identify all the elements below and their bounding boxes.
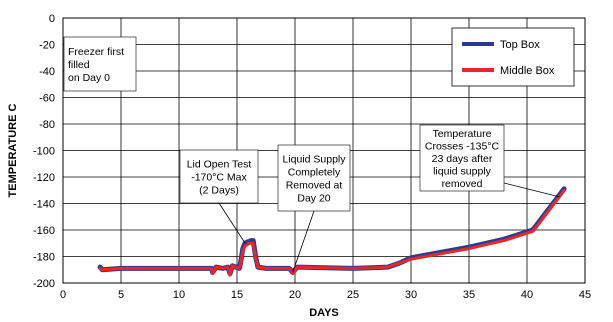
annotation-text: Temperature	[433, 128, 492, 140]
y-tick-label: -60	[39, 93, 55, 105]
annotation-text: Freezer first	[68, 46, 124, 58]
annotation-text: Removed at	[286, 180, 343, 192]
legend-box	[451, 27, 575, 87]
annotation-crosses-135-box	[419, 124, 505, 192]
x-tick-label: 0	[60, 289, 66, 301]
annotation-text: 23 days after	[432, 153, 493, 165]
y-tick-label: 0	[49, 13, 55, 25]
x-tick-label: 20	[289, 289, 301, 301]
annotation-lid-open-test-leader	[218, 202, 246, 244]
annotation-text: Lid Open Test	[187, 159, 252, 171]
series-lines	[97, 186, 567, 277]
x-tick-label: 45	[579, 289, 591, 301]
legend-label: Top Box	[500, 39, 540, 51]
y-axis-ticks: 0 -20 -40 -60 -80 -100 -120 -140 -160 -180 -200	[33, 13, 55, 290]
y-tick-label: -40	[39, 66, 55, 78]
annotation-text: Day 20	[297, 193, 330, 205]
annotation-freezer-filled-box	[63, 36, 137, 92]
y-tick-label: -200	[33, 278, 55, 290]
x-tick-label: 15	[231, 289, 243, 301]
legend-label: Middle Box	[500, 65, 555, 77]
x-tick-label: 35	[463, 289, 475, 301]
annotation-text: liquid supply	[433, 165, 492, 177]
y-tick-label: -160	[33, 225, 55, 237]
annotation-text: filled	[68, 59, 90, 71]
annotation-text: removed	[442, 178, 483, 190]
annotation-crosses-135-leader	[503, 182, 560, 198]
annotation-liquid-supply-removed-box	[277, 144, 351, 212]
annotation-liquid-supply-removed-leader	[292, 210, 315, 273]
y-tick-label: -120	[33, 172, 55, 184]
y-tick-label: -100	[33, 146, 55, 158]
x-axis-label: DAYS	[309, 307, 339, 319]
y-axis-label: TEMPERATURE C	[7, 103, 19, 197]
annotation-text: -170°C Max	[191, 172, 247, 184]
series-line-middle-box	[98, 188, 566, 277]
y-tick-label: -180	[33, 252, 55, 264]
x-tick-label: 10	[173, 289, 185, 301]
x-tick-label: 25	[347, 289, 359, 301]
annotation-text: on Day 0	[68, 72, 110, 84]
annotation-text: Completely	[288, 167, 341, 179]
x-tick-label: 30	[405, 289, 417, 301]
x-tick-label: 5	[118, 289, 124, 301]
annotation-text: (2 Days)	[199, 185, 239, 197]
y-tick-label: -140	[33, 199, 55, 211]
annotation-text: Crosses -135°C	[425, 140, 500, 152]
legend: Top Box Middle Box	[451, 27, 575, 87]
annotation-lid-open-test-box	[179, 149, 259, 204]
plot-frame	[62, 17, 586, 284]
x-tick-label: 40	[521, 289, 533, 301]
x-axis-ticks: 0 5 10 15 20 25 30 35 40 45	[60, 289, 591, 301]
y-tick-label: -80	[39, 119, 55, 131]
annotation-text: Liquid Supply	[282, 154, 346, 166]
y-tick-label: -20	[39, 40, 55, 52]
